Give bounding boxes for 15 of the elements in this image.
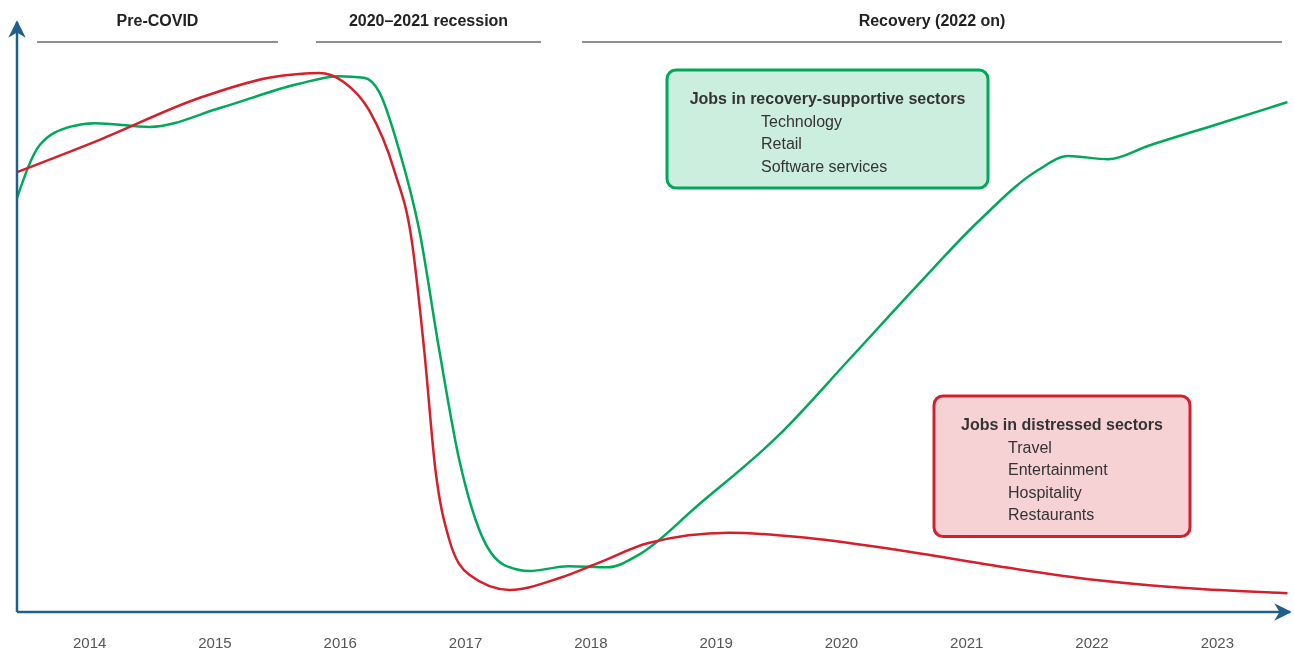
x-tick-label: 2015 [198,634,232,651]
x-tick-label: 2019 [699,634,733,651]
x-tick-label: 2017 [448,634,483,651]
x-tick-label: 2023 [1200,634,1235,651]
text: Jobs in recovery-supportive sectors Technology Retail Software services [689,90,966,175]
text: Recovery (2022 on) [858,12,1006,29]
x-tick-label: 2020 [824,634,859,651]
text: 2020–2021 recession [348,12,509,29]
x-tick-label: 2018 [574,634,608,651]
text: Jobs in distressed sectors Travel Entertainment Hospitality Restaurants [961,416,1164,523]
x-tick-label: 2022 [1075,634,1109,651]
x-tick-label: 2014 [72,634,107,651]
text: Pre-COVID [116,12,199,29]
x-tick-label: 2016 [323,634,357,651]
x-tick-label: 2021 [950,634,984,651]
